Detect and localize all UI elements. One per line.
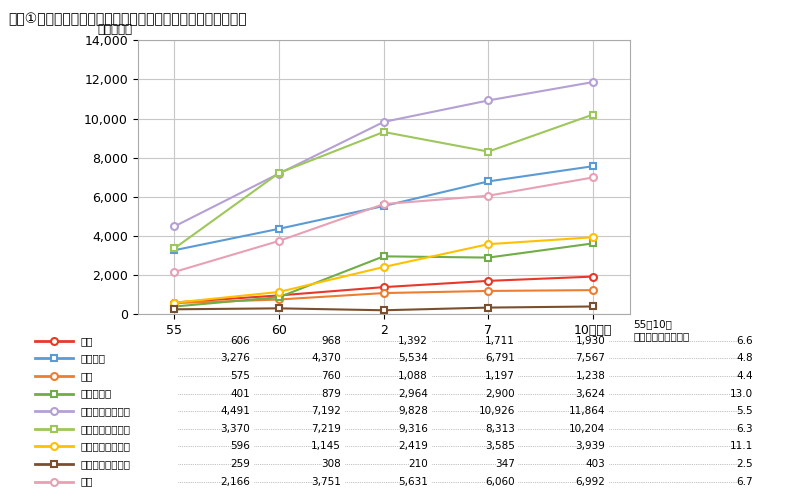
- Text: 3,585: 3,585: [485, 442, 515, 451]
- Text: 情報通信機器製造: 情報通信機器製造: [80, 424, 131, 434]
- Text: 5,534: 5,534: [398, 354, 428, 363]
- Text: 575: 575: [231, 371, 250, 381]
- Text: 1,392: 1,392: [398, 336, 428, 346]
- Text: 308: 308: [321, 459, 341, 469]
- Text: 2,900: 2,900: [485, 389, 515, 398]
- Text: 9,316: 9,316: [398, 424, 428, 434]
- Text: 210: 210: [408, 459, 428, 469]
- Text: 3,939: 3,939: [575, 442, 605, 451]
- Text: 7,219: 7,219: [311, 424, 341, 434]
- Text: 2,419: 2,419: [398, 442, 428, 451]
- Text: 596: 596: [231, 442, 250, 451]
- Text: 8,313: 8,313: [485, 424, 515, 434]
- Text: 6,060: 6,060: [485, 477, 515, 486]
- Text: 4,370: 4,370: [311, 354, 341, 363]
- Text: 4.8: 4.8: [736, 354, 752, 363]
- Text: 3,624: 3,624: [575, 389, 605, 398]
- Text: 電気通信施設建設: 電気通信施設建設: [80, 459, 131, 469]
- Text: 研究: 研究: [80, 477, 93, 486]
- Text: 1,238: 1,238: [575, 371, 605, 381]
- Text: 55～10年
年平均成長率（％）: 55～10年 年平均成長率（％）: [634, 319, 689, 341]
- Text: （十億円）: （十億円）: [98, 23, 133, 36]
- Text: 7,567: 7,567: [575, 354, 605, 363]
- Text: 259: 259: [231, 459, 250, 469]
- Text: 606: 606: [231, 336, 250, 346]
- Text: 9,828: 9,828: [398, 406, 428, 416]
- Text: 4.4: 4.4: [736, 371, 752, 381]
- Text: 10,204: 10,204: [569, 424, 605, 434]
- Text: 10,926: 10,926: [478, 406, 515, 416]
- Text: 6,992: 6,992: [575, 477, 605, 486]
- Text: 1,711: 1,711: [485, 336, 515, 346]
- Text: 760: 760: [321, 371, 341, 381]
- Text: 1,145: 1,145: [311, 442, 341, 451]
- Text: 6.7: 6.7: [736, 477, 752, 486]
- Text: 電気通信: 電気通信: [80, 354, 105, 363]
- Text: 2,166: 2,166: [220, 477, 250, 486]
- Text: 図表①　情報通信産業における部門別名目粗付加価値額の比較: 図表① 情報通信産業における部門別名目粗付加価値額の比較: [8, 13, 246, 27]
- Text: 3,370: 3,370: [220, 424, 250, 434]
- Text: 2,964: 2,964: [398, 389, 428, 398]
- Text: 1,930: 1,930: [575, 336, 605, 346]
- Text: 879: 879: [321, 389, 341, 398]
- Text: 347: 347: [495, 459, 515, 469]
- Text: 7,192: 7,192: [311, 406, 341, 416]
- Text: 1,197: 1,197: [485, 371, 515, 381]
- Text: 2.5: 2.5: [736, 459, 752, 469]
- Text: 6.3: 6.3: [736, 424, 752, 434]
- Text: 1,088: 1,088: [398, 371, 428, 381]
- Text: 403: 403: [586, 459, 605, 469]
- Text: 11.1: 11.1: [730, 442, 752, 451]
- Text: 情報ソフト: 情報ソフト: [80, 389, 112, 398]
- Text: 郵便: 郵便: [80, 336, 93, 346]
- Text: 5.5: 5.5: [736, 406, 752, 416]
- Text: 6,791: 6,791: [485, 354, 515, 363]
- Text: 5,631: 5,631: [398, 477, 428, 486]
- Text: 11,864: 11,864: [569, 406, 605, 416]
- Text: 情報関連サービス: 情報関連サービス: [80, 406, 131, 416]
- Text: 13.0: 13.0: [730, 389, 752, 398]
- Text: 放送: 放送: [80, 371, 93, 381]
- Text: 968: 968: [321, 336, 341, 346]
- Text: 401: 401: [231, 389, 250, 398]
- Text: 3,751: 3,751: [311, 477, 341, 486]
- Text: 情報通信機器賃賃: 情報通信機器賃賃: [80, 442, 131, 451]
- Text: 4,491: 4,491: [220, 406, 250, 416]
- Text: 3,276: 3,276: [220, 354, 250, 363]
- Text: 6.6: 6.6: [736, 336, 752, 346]
